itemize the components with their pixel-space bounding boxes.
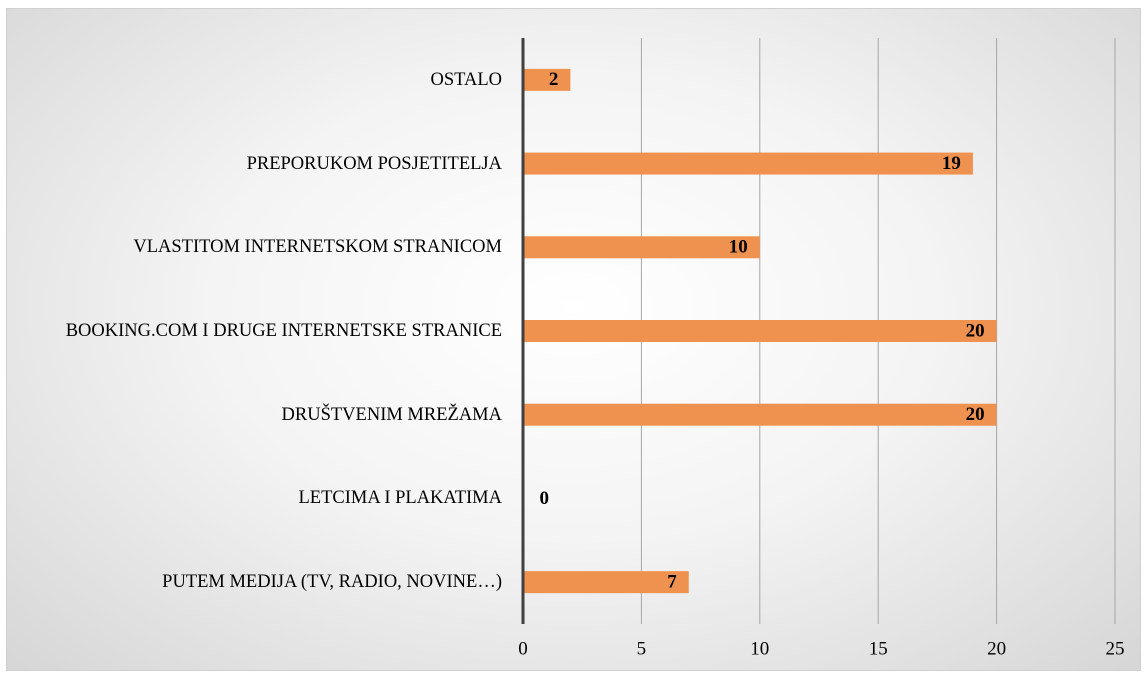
bar	[523, 152, 973, 175]
y-tick-label: PREPORUKOM POSJETITELJA	[246, 153, 502, 174]
x-tick-label: 0	[518, 638, 528, 659]
x-tick-label: 10	[750, 638, 769, 659]
y-tick-label: VLASTITOM INTERNETSKOM STRANICOM	[133, 237, 502, 258]
x-tick-label: 20	[987, 638, 1006, 659]
bar	[523, 320, 997, 342]
x-tick-label: 25	[1106, 638, 1125, 659]
data-label: 19	[942, 153, 961, 174]
x-tick-label: 15	[869, 638, 888, 659]
bar	[523, 571, 689, 594]
data-label: 20	[966, 404, 985, 425]
data-label: 20	[966, 320, 985, 341]
y-tick-label: OSTALO	[430, 69, 503, 90]
data-label: 7	[667, 572, 677, 593]
y-tick-label: PUTEM MEDIJA (TV, RADIO, NOVINE…)	[162, 572, 502, 593]
x-tick-label: 5	[637, 638, 647, 659]
data-label: 0	[540, 488, 550, 509]
bar	[523, 236, 760, 259]
data-label: 10	[729, 237, 748, 258]
y-tick-label: BOOKING.COM I DRUGE INTERNETSKE STRANICE	[65, 321, 502, 341]
bar	[523, 68, 571, 91]
bar	[523, 403, 997, 426]
data-label: 2	[549, 69, 559, 90]
y-tick-label: LETCIMA I PLAKATIMA	[298, 488, 503, 509]
y-tick-label: DRUŠTVENIM MREŽAMA	[281, 404, 502, 425]
